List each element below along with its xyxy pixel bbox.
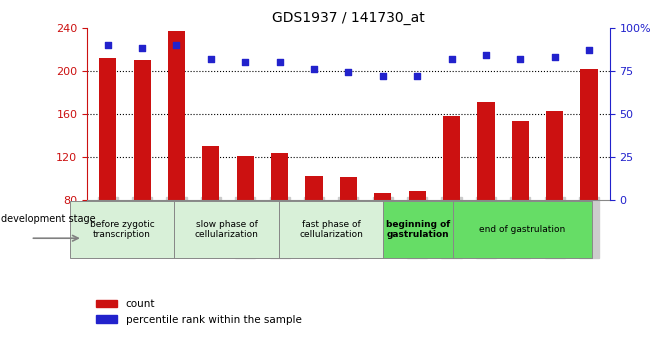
Text: end of gastrulation: end of gastrulation (480, 225, 565, 234)
Point (240, 59, 251, 65)
Bar (237, 156, 254, 286)
Bar (340, 177, 357, 286)
Point (480, 52, 491, 58)
Bar (453, 201, 592, 258)
Legend: count, percentile rank within the sample: count, percentile rank within the sample (92, 295, 306, 329)
Point (309, 66, 320, 72)
Text: fast phase of
cellularization: fast phase of cellularization (299, 220, 363, 239)
Bar (99, 58, 117, 286)
Point (412, 73, 423, 79)
Point (274, 59, 285, 65)
Bar (477, 102, 494, 286)
Bar (409, 191, 425, 286)
Bar (580, 69, 598, 286)
Point (446, 56, 457, 61)
Bar (374, 193, 391, 286)
Bar (546, 111, 563, 286)
Point (343, 70, 354, 75)
Bar (70, 201, 174, 258)
Bar (443, 116, 460, 286)
Text: slow phase of
cellularization: slow phase of cellularization (194, 220, 259, 239)
Bar (202, 146, 220, 286)
Text: beginning of
gastrulation: beginning of gastrulation (386, 220, 450, 239)
Point (584, 47, 594, 53)
Text: development stage: development stage (1, 214, 95, 224)
Text: before zygotic
transcription: before zygotic transcription (90, 220, 154, 239)
Title: GDS1937 / 141730_at: GDS1937 / 141730_at (272, 11, 425, 25)
Bar (271, 152, 288, 286)
Bar (383, 201, 453, 258)
Point (171, 42, 182, 48)
Point (549, 54, 560, 60)
Bar (168, 31, 185, 286)
Bar (133, 60, 151, 286)
Point (103, 42, 113, 48)
Point (377, 73, 388, 79)
Bar (512, 121, 529, 286)
Bar (306, 176, 323, 286)
Point (206, 56, 216, 61)
Point (515, 56, 526, 61)
Point (137, 46, 147, 51)
Bar (279, 201, 383, 258)
Bar (174, 201, 279, 258)
